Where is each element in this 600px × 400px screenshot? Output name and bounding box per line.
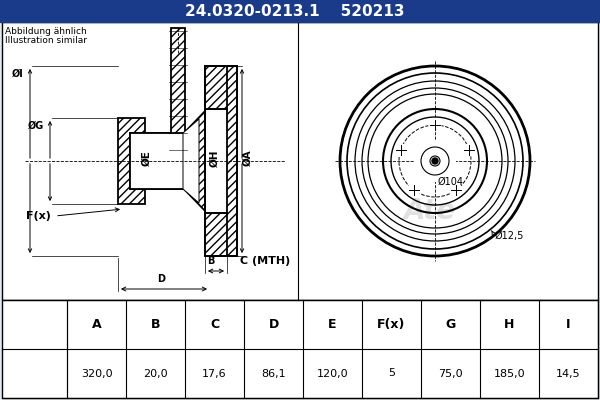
Circle shape: [415, 141, 455, 181]
Text: C: C: [210, 318, 219, 331]
Polygon shape: [118, 118, 185, 204]
Text: 185,0: 185,0: [494, 368, 526, 378]
Circle shape: [463, 144, 475, 156]
Text: B: B: [208, 256, 215, 266]
Text: 17,6: 17,6: [202, 368, 227, 378]
Text: H: H: [505, 318, 515, 331]
Text: ØG: ØG: [28, 121, 44, 131]
Circle shape: [429, 119, 441, 131]
Text: ØI: ØI: [12, 69, 24, 79]
Text: Ate: Ate: [404, 197, 456, 225]
Text: Abbildung ähnlich: Abbildung ähnlich: [5, 27, 87, 36]
Text: D: D: [157, 274, 166, 284]
Circle shape: [335, 61, 535, 261]
Text: C (MTH): C (MTH): [240, 256, 290, 266]
Bar: [2, 300, 598, 398]
Text: D: D: [268, 318, 278, 331]
Text: Illustration similar: Illustration similar: [5, 36, 87, 45]
Text: 5: 5: [388, 368, 395, 378]
Text: I: I: [566, 318, 571, 331]
Text: F(x): F(x): [377, 318, 406, 331]
Text: A: A: [92, 318, 101, 331]
Text: 14,5: 14,5: [556, 368, 581, 378]
Bar: [0, 0, 600, 22]
Bar: [2, 22, 598, 300]
Bar: [205, 109, 227, 213]
Bar: [205, 66, 237, 256]
Text: 75,0: 75,0: [438, 368, 463, 378]
Circle shape: [395, 144, 407, 156]
Text: Ø12,5: Ø12,5: [495, 231, 524, 241]
Circle shape: [450, 184, 462, 196]
Bar: [171, 28, 185, 153]
Text: 320,0: 320,0: [80, 368, 112, 378]
Text: Ø104: Ø104: [438, 177, 464, 187]
Text: ØA: ØA: [243, 150, 253, 166]
Text: B: B: [151, 318, 160, 331]
Text: E: E: [328, 318, 337, 331]
Text: ØH: ØH: [210, 149, 220, 167]
Bar: [130, 133, 185, 189]
Polygon shape: [183, 119, 199, 203]
Circle shape: [408, 184, 420, 196]
Text: 20,0: 20,0: [143, 368, 168, 378]
Circle shape: [432, 158, 438, 164]
Text: 86,1: 86,1: [261, 368, 286, 378]
Polygon shape: [183, 109, 207, 213]
Text: 24.0320-0213.1    520213: 24.0320-0213.1 520213: [185, 4, 405, 18]
Text: G: G: [445, 318, 455, 331]
Text: ØE: ØE: [142, 150, 152, 166]
Text: 120,0: 120,0: [317, 368, 349, 378]
Text: F(x): F(x): [26, 211, 50, 221]
